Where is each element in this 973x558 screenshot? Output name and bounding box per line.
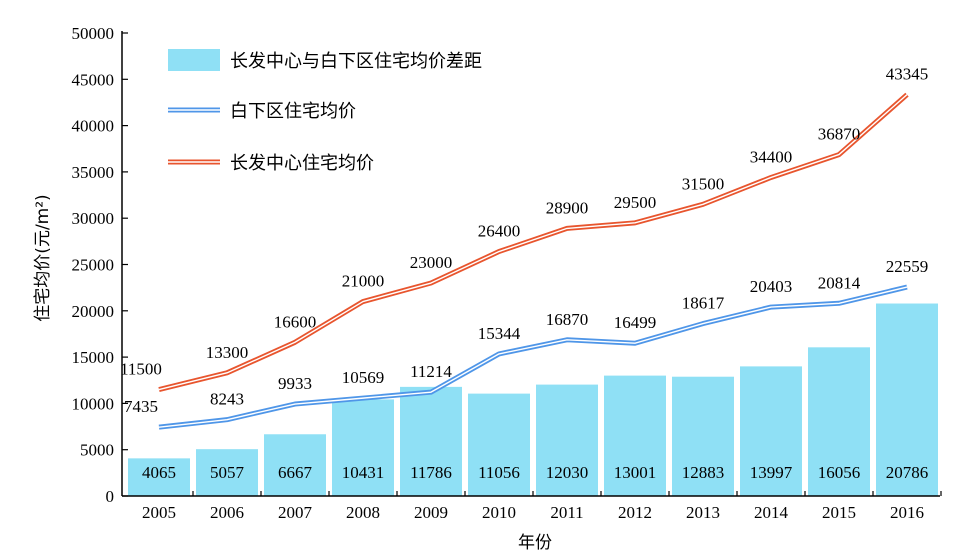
baixia-price-value-label-2006: 8243 [210, 390, 244, 409]
bar-2013 [672, 376, 734, 496]
lines-layer [158, 92, 909, 430]
y-axis-title: 住宅均价(元/m²) [33, 194, 53, 321]
baixia-price-value-label-2015: 20814 [818, 273, 861, 292]
labels-layer: 4065 5057 6667 10431 11786 11056 12030 13001 128… [120, 65, 928, 482]
bar-value-label-2005: 4065 [142, 463, 176, 482]
legend-label-changfa-price: 长发中心住宅均价 [230, 153, 374, 174]
changfa-price-value-label-2015: 36870 [818, 125, 861, 144]
bar-2016 [876, 303, 938, 496]
changfa-price-value-label-2012: 29500 [614, 193, 657, 212]
y-tick-label-5000: 5000 [80, 441, 114, 460]
bar-2008 [332, 399, 394, 496]
baixia-price-value-label-2011: 16870 [546, 310, 589, 329]
y-tick-label-10000: 10000 [72, 394, 115, 413]
baixia-price-value-label-2014: 20403 [750, 277, 793, 296]
changfa-price-value-label-2013: 31500 [682, 174, 725, 193]
y-tick-label-35000: 35000 [72, 163, 115, 182]
y-tick-label-25000: 25000 [72, 256, 115, 275]
bar-value-label-2010: 11056 [478, 463, 520, 482]
y-tick-label-50000: 50000 [72, 24, 115, 43]
changfa-price-value-label-2006: 13300 [206, 343, 249, 362]
changfa-price-value-label-2008: 21000 [342, 272, 385, 291]
changfa-price-value-label-2016: 43345 [886, 65, 929, 84]
bar-2011 [536, 384, 598, 496]
bar-value-label-2012: 13001 [614, 463, 657, 482]
baixia-price-value-label-2007: 9933 [278, 374, 312, 393]
bar-value-label-2006: 5057 [210, 463, 245, 482]
x-tick-label-2008: 2008 [346, 503, 380, 522]
legend-label-baixia-price: 白下区住宅均价 [230, 101, 356, 122]
bar-2006 [196, 449, 258, 496]
x-tick-label-2006: 2006 [210, 503, 244, 522]
y-tick-label-40000: 40000 [72, 117, 115, 136]
bar-value-label-2008: 10431 [342, 463, 385, 482]
changfa-price-line-inner [158, 94, 908, 391]
changfa-price-value-label-2014: 34400 [750, 147, 793, 166]
baixia-price-value-label-2005: 7435 [124, 397, 158, 416]
bar-2007 [264, 434, 326, 496]
bar-value-label-2009: 11786 [410, 463, 452, 482]
baixia-price-value-label-2013: 18617 [682, 294, 725, 313]
baixia-price-value-label-2009: 11214 [410, 362, 452, 381]
bar-2009 [400, 386, 462, 496]
bar-value-label-2007: 6667 [278, 463, 313, 482]
x-tick-label-2005: 2005 [142, 503, 176, 522]
changfa-price-value-label-2007: 16600 [274, 312, 317, 331]
legend-swatch-gap [168, 49, 220, 71]
baixia-price-value-label-2010: 15344 [478, 324, 521, 343]
axes-layer: 0 5000 10000 15000 20000 25000 30000 35000 40000… [72, 24, 942, 522]
x-tick-label-2011: 2011 [550, 503, 583, 522]
x-tick-label-2016: 2016 [890, 503, 924, 522]
x-tick-label-2013: 2013 [686, 503, 720, 522]
baixia-price-value-label-2008: 10569 [342, 368, 385, 387]
x-tick-label-2007: 2007 [278, 503, 313, 522]
y-tick-label-20000: 20000 [72, 302, 115, 321]
x-tick-label-2014: 2014 [754, 503, 789, 522]
y-tick-label-45000: 45000 [72, 70, 115, 89]
changfa-price-value-label-2010: 26400 [478, 222, 521, 241]
changfa-price-value-label-2009: 23000 [410, 253, 453, 272]
bar-2010 [468, 393, 530, 496]
baixia-price-line-inner [158, 286, 908, 428]
bar-value-label-2015: 16056 [818, 463, 861, 482]
bar-value-label-2013: 12883 [682, 463, 725, 482]
bar-2005 [128, 458, 190, 496]
x-tick-label-2015: 2015 [822, 503, 856, 522]
x-tick-label-2010: 2010 [482, 503, 516, 522]
bar-value-label-2016: 20786 [886, 463, 929, 482]
bar-2014 [740, 366, 802, 496]
baixia-price-value-label-2016: 22559 [886, 257, 929, 276]
bars-layer [128, 303, 938, 496]
y-tick-label-30000: 30000 [72, 209, 115, 228]
changfa-price-value-label-2005: 11500 [120, 360, 162, 379]
changfa-price-value-label-2011: 28900 [546, 198, 589, 217]
legend-label-gap: 长发中心与白下区住宅均价差距 [230, 51, 482, 72]
x-axis-title: 年份 [518, 533, 552, 553]
bar-2012 [604, 375, 666, 496]
y-tick-label-0: 0 [106, 487, 115, 506]
baixia-price-value-label-2012: 16499 [614, 313, 657, 332]
y-tick-label-15000: 15000 [72, 348, 115, 367]
x-tick-label-2009: 2009 [414, 503, 448, 522]
bar-value-label-2011: 12030 [546, 463, 589, 482]
bar-2015 [808, 347, 870, 496]
bar-value-label-2014: 13997 [750, 463, 793, 482]
x-tick-label-2012: 2012 [618, 503, 652, 522]
